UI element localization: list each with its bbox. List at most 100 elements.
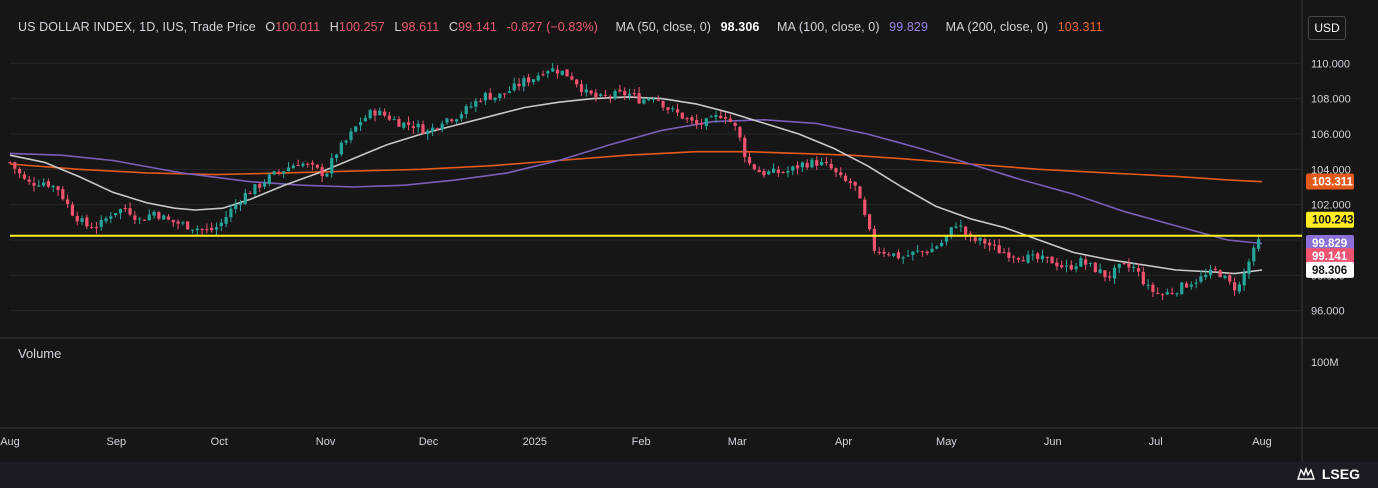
candle-body — [906, 255, 910, 257]
brand-logo: LSEG — [1296, 466, 1360, 482]
candle-body — [1093, 262, 1097, 273]
candle-body — [1117, 263, 1121, 268]
candle-body — [723, 117, 728, 119]
candle-body — [1026, 254, 1030, 263]
candle-body — [1141, 271, 1145, 285]
candle-body — [978, 237, 982, 241]
candle-body — [877, 251, 881, 253]
candle-body — [94, 227, 99, 229]
candle-body — [747, 157, 752, 164]
candle-body — [229, 208, 233, 218]
candle-body — [632, 93, 636, 95]
candle-body — [1055, 262, 1059, 267]
change-value: -0.827 (−0.83%) — [506, 20, 598, 34]
candle-body — [930, 248, 934, 253]
currency-button[interactable]: USD — [1308, 16, 1346, 40]
candle-body — [699, 123, 704, 125]
high-value: 100.257 — [338, 20, 385, 34]
candle-body — [459, 114, 464, 119]
close-price-tag — [1306, 248, 1354, 265]
candle-body — [296, 164, 300, 166]
candle-body — [603, 94, 608, 96]
y-tick-label: 108.000 — [1311, 94, 1351, 106]
candle-body — [152, 211, 156, 216]
candle-body — [1218, 270, 1222, 278]
ma50-value: 98.306 — [720, 20, 760, 34]
ma50-line — [9, 96, 1263, 275]
y-tick-label: 96.000 — [1311, 306, 1345, 318]
ma200-line — [9, 150, 1263, 183]
open-value: 100.011 — [275, 20, 321, 34]
candle-body — [992, 244, 997, 246]
candle-body — [61, 189, 65, 200]
candle-body — [1252, 247, 1256, 262]
close-label: C — [448, 20, 459, 34]
candle-body — [925, 251, 929, 254]
candle-body — [570, 76, 574, 80]
chart-canvas[interactable]: 96.00098.000100.000102.000104.000106.000… — [0, 0, 1378, 462]
candle-body — [824, 161, 828, 164]
candle-body — [445, 118, 449, 123]
candle-body — [642, 99, 646, 104]
candle-body — [1002, 252, 1006, 254]
candle-body — [426, 130, 430, 134]
x-tick-label: Aug — [1252, 436, 1272, 448]
candle-body — [450, 119, 454, 122]
candle-body — [301, 163, 305, 167]
candle-body — [647, 98, 651, 101]
x-tick-label: Nov — [316, 436, 336, 448]
x-tick-label: Aug — [0, 436, 20, 448]
candle-body — [983, 239, 987, 244]
candle-body — [109, 216, 113, 219]
candle-body — [757, 169, 761, 173]
candle-body — [805, 162, 809, 168]
candle-body — [940, 242, 944, 247]
candle-body — [555, 69, 560, 74]
candle-body — [32, 182, 36, 186]
candle-body — [651, 98, 656, 100]
candle-body — [219, 222, 223, 226]
candle-body — [1194, 282, 1198, 284]
candle-body — [1160, 294, 1165, 296]
candle-body — [810, 159, 814, 168]
candle-body — [1247, 261, 1251, 274]
candle-body — [795, 165, 800, 169]
ma50-price-tag-label: 98.306 — [1312, 265, 1347, 277]
candle-body — [1122, 263, 1126, 265]
candle-body — [1031, 254, 1035, 256]
candle-body — [234, 204, 238, 209]
candle-body — [767, 171, 771, 175]
candle-body — [464, 106, 468, 114]
hline-price-tag — [1306, 211, 1354, 228]
candle-body — [959, 225, 963, 227]
candle-body — [872, 228, 876, 251]
candle-body — [1098, 269, 1102, 273]
candle-body — [690, 117, 694, 121]
hline-price-tag-label: 100.243 — [1312, 215, 1354, 227]
candle-body — [1016, 258, 1021, 260]
candle-body — [988, 242, 992, 246]
candle-body — [56, 186, 60, 191]
candle-body — [1242, 272, 1246, 286]
candle-body — [368, 110, 372, 119]
brand-name: LSEG — [1321, 466, 1360, 482]
candle-body — [560, 70, 564, 75]
candle-body — [1213, 268, 1217, 270]
candle-body — [623, 90, 627, 96]
candle-body — [867, 214, 872, 230]
candle-body — [1021, 260, 1025, 262]
y-tick-label: 110.000 — [1311, 58, 1350, 70]
candle-body — [834, 168, 838, 173]
candle-body — [848, 181, 852, 183]
candle-body — [334, 154, 339, 158]
candle-body — [1132, 266, 1136, 269]
candle-body — [224, 216, 228, 224]
candle-body — [680, 112, 684, 119]
candle-body — [1165, 292, 1169, 295]
candle-body — [171, 219, 175, 223]
high-label: H — [329, 20, 339, 34]
candle-body — [973, 237, 977, 241]
candle-body — [916, 250, 920, 252]
candle-body — [162, 215, 166, 220]
candle-body — [1103, 270, 1107, 278]
